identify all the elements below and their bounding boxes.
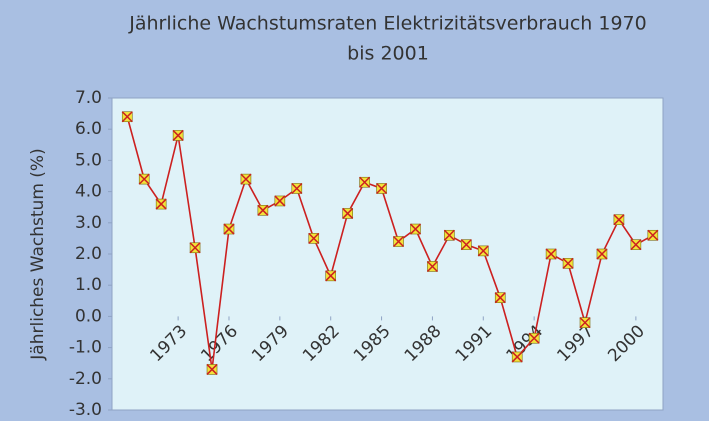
y-tick-label: 7.0 [75,88,102,108]
point-cross [443,229,455,241]
point-cross [342,207,354,219]
y-tick-label: -1.0 [69,338,102,358]
y-tick-label: 5.0 [75,150,102,170]
point-cross [630,239,642,251]
y-tick-label: 6.0 [75,119,102,139]
point-cross [409,223,422,235]
point-cross [392,235,405,248]
point-cross [325,270,337,282]
point-cross [189,242,201,254]
point-cross [376,182,388,195]
point-cross [172,129,184,141]
chart-title: Jährliche Wachstumsraten Elektrizitätsve… [128,13,646,35]
point-cross [121,111,133,123]
point-cross [206,363,218,375]
point-cross [545,248,557,260]
point-cross [579,317,591,329]
point-cross [257,204,269,216]
y-tick-label: 3.0 [75,213,102,233]
point-cross [613,214,625,226]
plot-area [111,97,664,411]
point-cross [460,239,472,251]
point-cross [647,229,659,241]
point-cross [155,198,167,210]
point-cross [138,173,150,185]
point-cross [359,176,371,188]
y-tick-label: -3.0 [69,400,102,420]
point-cross [511,351,523,363]
point-cross [477,245,489,257]
point-cross [528,332,540,344]
y-axis-label: Jährliches Wachstum (%) [28,148,48,360]
y-tick-label: 0.0 [75,306,102,326]
point-cross [562,257,574,269]
point-cross [291,182,303,195]
y-tick-label: 4.0 [75,182,102,202]
point-cross [494,292,506,304]
point-cross [308,232,320,244]
y-tick-label: 2.0 [75,244,102,264]
chart-subtitle: bis 2001 [347,43,429,65]
point-cross [596,248,608,260]
point-cross [274,195,286,207]
y-tick-label: 1.0 [75,275,102,295]
point-cross [223,223,235,235]
y-tick-label: -2.0 [69,369,102,389]
point-cross [426,260,438,273]
point-cross [240,173,252,185]
